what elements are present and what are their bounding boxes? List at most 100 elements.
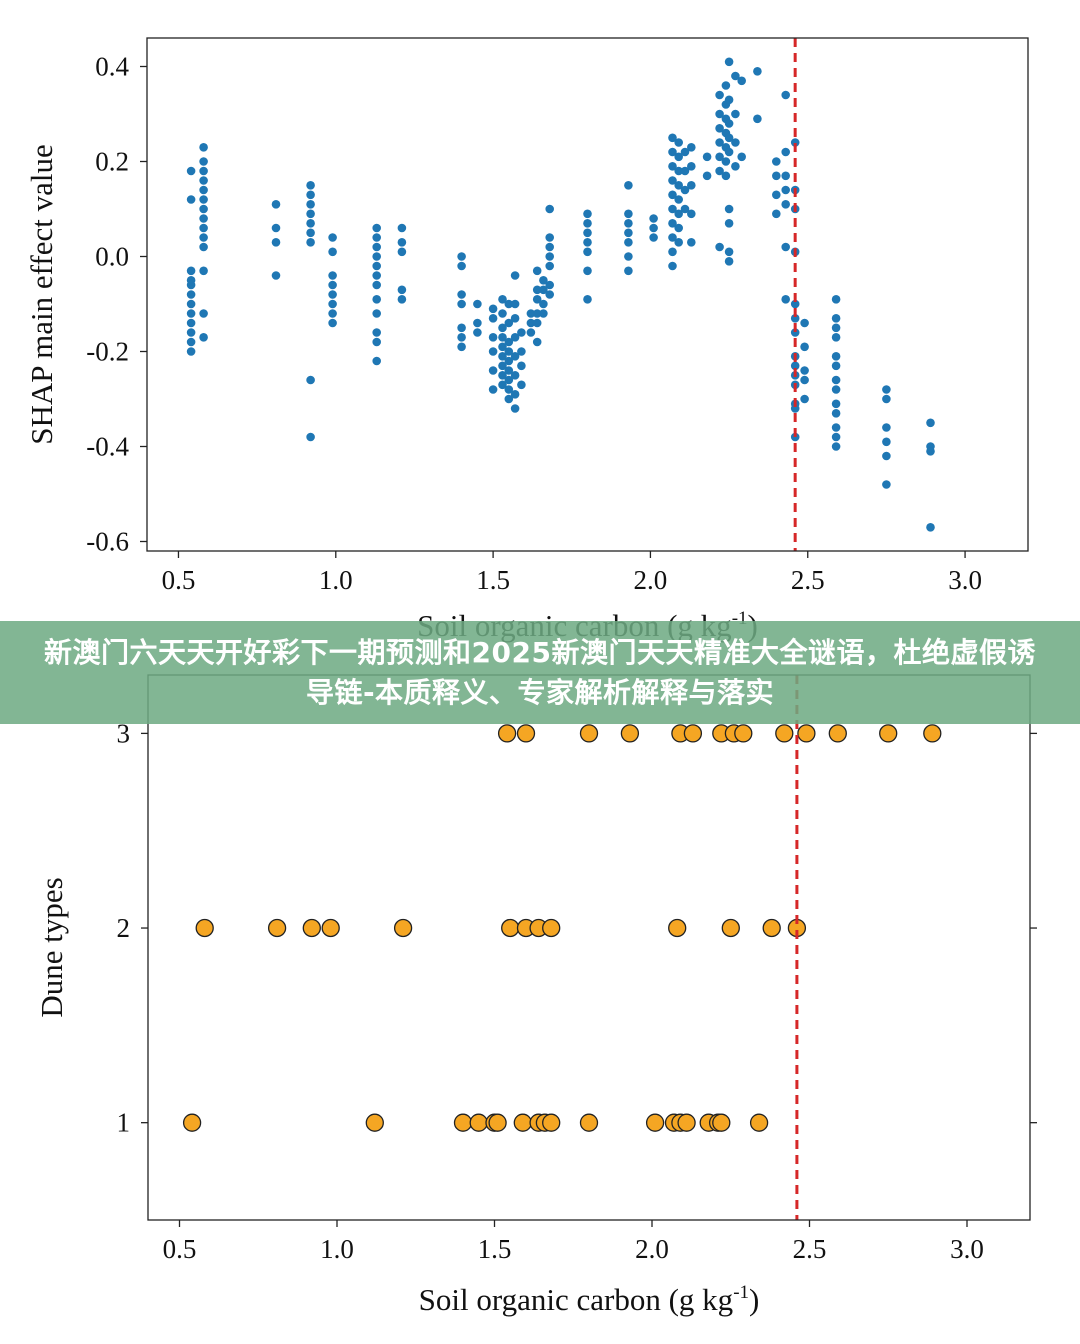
data-point	[687, 162, 696, 171]
data-point	[545, 290, 554, 299]
data-point	[199, 223, 208, 233]
data-point	[721, 171, 731, 181]
data-point	[306, 219, 315, 228]
x-axis-ticks: 0.5 1.0 1.5 2.0 2.5 3.0	[163, 1220, 984, 1264]
data-point	[831, 352, 841, 361]
data-point	[772, 190, 781, 200]
data-point	[306, 375, 315, 385]
y-tick-label: 1	[117, 1108, 131, 1138]
data-point	[504, 385, 514, 394]
data-point	[498, 295, 507, 304]
data-point	[926, 447, 935, 456]
banner-text: 新澳门六天天开好彩下一期预测和2025新澳门天天精准大全谜语，杜绝虚假诱导链-本…	[44, 635, 1036, 709]
data-point	[645, 1113, 665, 1132]
data-point	[724, 133, 734, 143]
data-point	[545, 261, 554, 271]
data-point	[457, 333, 466, 342]
data-point	[721, 81, 731, 90]
data-point	[510, 404, 520, 413]
data-point	[762, 918, 781, 938]
data-point	[186, 266, 196, 276]
data-point	[517, 380, 526, 390]
x-axis-label-main: Soil organic carbon (g kg	[419, 1282, 734, 1317]
x-axis-label-end: )	[749, 1282, 759, 1317]
data-point	[668, 133, 677, 143]
data-point	[828, 724, 847, 743]
data-point	[328, 299, 337, 309]
data-point	[199, 266, 208, 276]
data-point	[328, 280, 337, 290]
data-point	[731, 162, 740, 171]
data-point	[772, 157, 781, 166]
data-point	[926, 523, 935, 532]
x-tick-label: 2.0	[635, 1234, 669, 1264]
data-point	[674, 223, 683, 233]
data-point	[306, 228, 315, 238]
data-point	[328, 247, 337, 257]
data-point	[498, 380, 507, 390]
data-point	[545, 233, 554, 242]
data-point	[583, 228, 592, 238]
data-point	[687, 143, 696, 152]
x-axis-label-sup: -1	[733, 1282, 749, 1303]
data-point	[790, 299, 800, 309]
data-point	[306, 432, 315, 442]
y-axis-ticks: 3 2 1	[117, 718, 1037, 1138]
y-tick-label: 0.2	[95, 147, 129, 177]
y-axis-label: Dune types	[34, 877, 69, 1017]
data-point	[800, 366, 809, 375]
data-point	[790, 314, 800, 323]
data-point	[674, 166, 683, 176]
data-point	[715, 152, 724, 162]
data-point	[781, 147, 790, 157]
data-point	[372, 280, 382, 290]
data-point	[532, 295, 542, 304]
data-point	[715, 138, 724, 147]
data-point	[199, 176, 208, 185]
data-point	[583, 295, 592, 304]
data-point	[199, 309, 208, 318]
data-point	[186, 166, 196, 176]
data-point	[831, 423, 841, 432]
data-point	[831, 399, 841, 409]
data-point	[731, 71, 740, 81]
data-point	[800, 318, 809, 328]
x-tick-label: 0.5	[162, 565, 196, 595]
data-point	[504, 375, 514, 385]
data-point	[680, 166, 690, 176]
x-tick-label: 2.5	[791, 565, 825, 595]
data-point	[328, 290, 337, 299]
data-point	[186, 337, 196, 347]
data-point	[624, 266, 633, 276]
data-point	[457, 290, 466, 299]
data-point	[668, 247, 677, 257]
x-tick-label: 2.0	[634, 565, 668, 595]
data-point	[831, 295, 841, 304]
data-point	[504, 337, 514, 347]
data-point	[882, 385, 891, 394]
y-tick-label: -0.6	[86, 527, 129, 557]
data-point	[532, 285, 542, 295]
data-point	[510, 390, 520, 399]
data-point	[510, 314, 520, 323]
data-point	[328, 318, 337, 328]
data-point	[882, 480, 891, 489]
data-point	[488, 333, 498, 342]
data-point	[488, 347, 498, 356]
data-point	[583, 219, 592, 228]
data-point	[199, 143, 208, 152]
plot-frame	[146, 37, 1029, 552]
data-point	[649, 223, 658, 233]
data-point	[539, 309, 548, 318]
data-point	[583, 247, 592, 257]
data-point	[674, 181, 683, 190]
data-point	[504, 347, 514, 356]
data-point	[677, 1113, 696, 1132]
data-point	[526, 309, 536, 318]
data-point	[831, 333, 841, 342]
data-point	[473, 318, 482, 328]
y-tick-label: -0.4	[86, 432, 129, 462]
data-point	[715, 109, 724, 119]
data-point	[510, 299, 520, 309]
data-point	[488, 366, 498, 375]
